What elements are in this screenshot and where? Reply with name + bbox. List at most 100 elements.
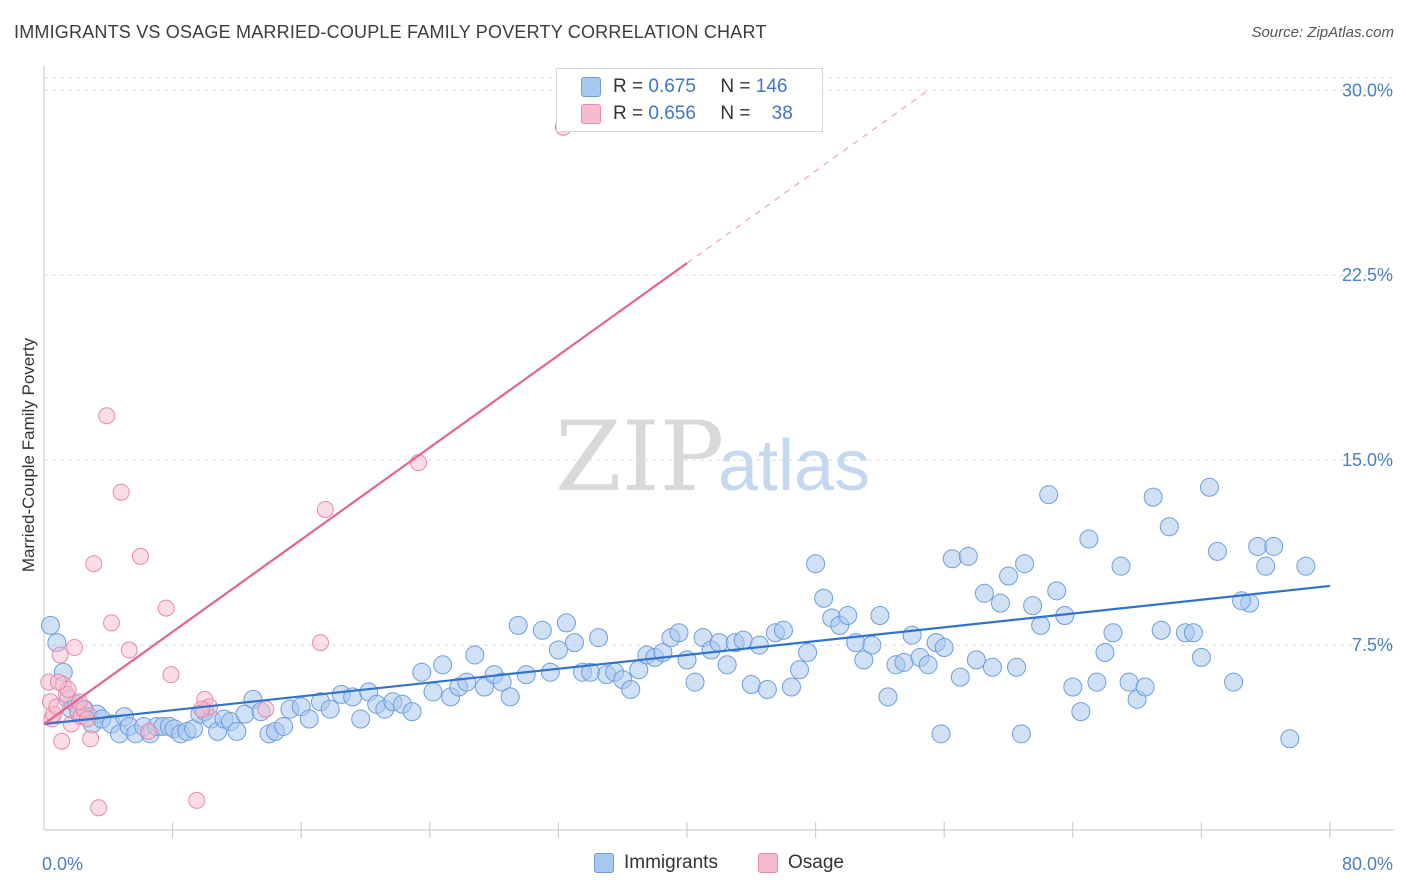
legend: R = 0.675 N = 146 R = 0.656 N = 38 bbox=[556, 68, 823, 132]
immigrants-point bbox=[733, 630, 753, 650]
immigrants-point bbox=[1007, 657, 1027, 677]
osage-point bbox=[82, 730, 100, 748]
grid-lines bbox=[44, 77, 1394, 646]
immigrants-point bbox=[1011, 724, 1031, 744]
immigrants-point bbox=[532, 620, 552, 640]
y-tick-label: 30.0% bbox=[1342, 80, 1393, 100]
osage-point bbox=[316, 500, 334, 518]
trend-lines bbox=[43, 89, 1331, 726]
osage-point bbox=[188, 791, 206, 809]
immigrants-point bbox=[465, 645, 485, 665]
immigrants-point bbox=[1199, 477, 1219, 497]
immigrants-point bbox=[1159, 517, 1179, 537]
legend-n-label: N = bbox=[720, 103, 751, 124]
immigrants-point bbox=[423, 682, 443, 702]
immigrants-points bbox=[40, 477, 1316, 749]
legend-r-label: R = bbox=[613, 76, 644, 97]
immigrants-point bbox=[990, 593, 1010, 613]
immigrants-point bbox=[1143, 487, 1163, 507]
immigrants-point bbox=[894, 652, 914, 672]
immigrants-point bbox=[838, 605, 858, 625]
y-tick-labels: 7.5% 15.0% 22.5% 30.0% bbox=[1342, 80, 1393, 655]
immigrants-point bbox=[806, 554, 826, 574]
osage-point bbox=[70, 693, 88, 711]
axes bbox=[43, 66, 1394, 838]
immigrants-point bbox=[40, 615, 60, 635]
osage-point bbox=[98, 407, 116, 425]
immigrants-point bbox=[1183, 623, 1203, 643]
osage-point bbox=[53, 732, 71, 750]
immigrants-point bbox=[1095, 642, 1115, 662]
immigrants-point bbox=[958, 546, 978, 566]
immigrants-point bbox=[966, 650, 986, 670]
immigrants-point bbox=[1296, 556, 1316, 576]
osage-point bbox=[103, 614, 121, 632]
immigrants-point bbox=[1135, 677, 1155, 697]
legend-r-value: 0.656 bbox=[648, 103, 696, 124]
immigrants-point bbox=[589, 628, 609, 648]
immigrants-point bbox=[564, 633, 584, 653]
immigrants-point bbox=[1087, 672, 1107, 692]
osage-point bbox=[311, 634, 329, 652]
immigrants-point bbox=[749, 635, 769, 655]
immigrants-point bbox=[1151, 620, 1171, 640]
legend-n-value: 146 bbox=[755, 76, 788, 97]
osage-point bbox=[66, 639, 84, 657]
immigrants-point bbox=[931, 724, 951, 744]
immigrants-point bbox=[457, 672, 477, 692]
watermark-atlas: atlas bbox=[718, 426, 870, 506]
immigrants-point bbox=[685, 672, 705, 692]
osage-point bbox=[131, 547, 149, 565]
watermark: ZIP atlas bbox=[555, 401, 870, 513]
legend-row-osage: R = 0.656 N = 38 bbox=[557, 101, 793, 127]
bottom-legend-label: Immigrants bbox=[624, 852, 718, 873]
immigrants-point bbox=[433, 655, 453, 675]
immigrants-point bbox=[741, 675, 761, 695]
immigrants-point bbox=[870, 605, 890, 625]
osage-trend-extension bbox=[686, 89, 929, 264]
immigrants-point bbox=[918, 655, 938, 675]
immigrants-point bbox=[540, 662, 560, 682]
osage-point bbox=[410, 454, 428, 472]
immigrants-point bbox=[1103, 623, 1123, 643]
bottom-legend-label: Osage bbox=[788, 852, 844, 873]
immigrants-point bbox=[1248, 536, 1268, 556]
osage-point bbox=[120, 641, 138, 659]
immigrants-point bbox=[669, 623, 689, 643]
chart-title: IMMIGRANTS VS OSAGE MARRIED-COUPLE FAMIL… bbox=[14, 22, 767, 42]
immigrants-point bbox=[1015, 554, 1035, 574]
legend-r-label: R = bbox=[613, 103, 644, 124]
immigrants-point bbox=[1191, 647, 1211, 667]
immigrants-point bbox=[798, 642, 818, 662]
immigrants-point bbox=[1023, 596, 1043, 616]
x-tick-label: 80.0% bbox=[1342, 854, 1393, 874]
immigrants-point bbox=[402, 702, 422, 722]
immigrants-point bbox=[1256, 556, 1276, 576]
immigrants-point bbox=[351, 709, 371, 729]
osage-point bbox=[90, 799, 108, 817]
y-tick-label: 7.5% bbox=[1352, 635, 1393, 655]
immigrants-point bbox=[862, 635, 882, 655]
osage-point bbox=[85, 555, 103, 573]
y-tick-label: 22.5% bbox=[1342, 265, 1393, 285]
immigrants-point bbox=[320, 699, 340, 719]
bottom-legend-immigrants: Immigrants bbox=[594, 852, 718, 874]
immigrants-point bbox=[934, 638, 954, 658]
immigrants-point bbox=[1119, 672, 1139, 692]
immigrants-point bbox=[781, 677, 801, 697]
osage-swatch bbox=[758, 853, 778, 873]
immigrants-point bbox=[1039, 485, 1059, 505]
osage-point bbox=[257, 700, 275, 718]
immigrants-point bbox=[1079, 529, 1099, 549]
osage-point bbox=[193, 700, 211, 718]
immigrants-point bbox=[773, 620, 793, 640]
immigrants-point bbox=[412, 662, 432, 682]
watermark-zip: ZIP bbox=[555, 401, 724, 513]
osage-trend-line bbox=[43, 262, 688, 725]
immigrants-point bbox=[1111, 556, 1131, 576]
osage-point bbox=[157, 599, 175, 617]
immigrants-point bbox=[500, 687, 520, 707]
immigrants-point bbox=[854, 650, 874, 670]
osage-point bbox=[49, 673, 67, 691]
immigrants-point bbox=[974, 583, 994, 603]
